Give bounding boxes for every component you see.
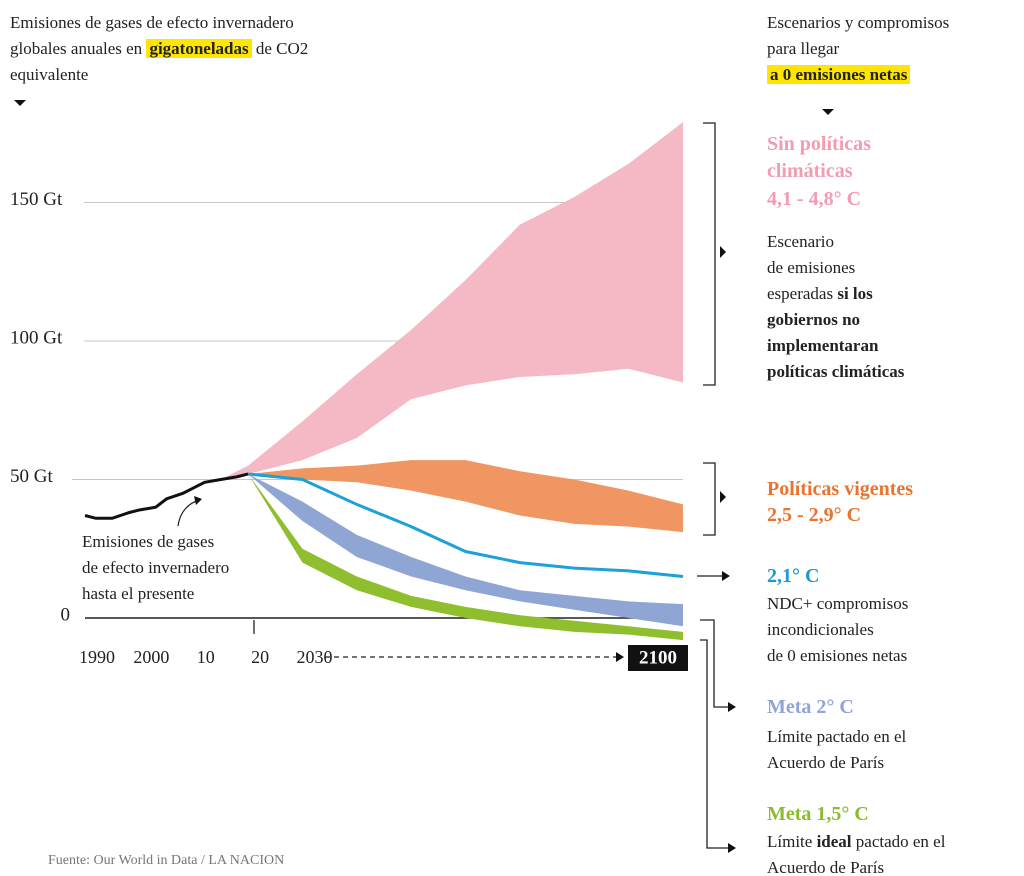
legend-entry: Políticas vigentes <box>767 478 914 500</box>
text-segment: si los <box>837 284 873 303</box>
legend-description: gobiernos no <box>767 307 860 333</box>
arrow-head <box>728 843 736 853</box>
legend-description: NDC+ compromisos <box>767 591 908 617</box>
text-segment: pactado en el <box>851 832 946 851</box>
bracket <box>703 122 716 386</box>
legend-description: de emisiones <box>767 255 855 281</box>
year-box <box>628 645 688 671</box>
legend-entry: 2,1° C <box>767 565 820 587</box>
text-segment: esperadas <box>767 284 838 303</box>
text-segment: Acuerdo de París <box>767 753 885 772</box>
x-tick-label: 20 <box>251 647 269 667</box>
marker <box>14 100 26 106</box>
arrow <box>700 639 730 849</box>
legend-description: Escenario <box>767 229 834 255</box>
text-segment: Escenario <box>767 232 835 251</box>
history-note: hasta el presente <box>82 584 195 603</box>
scenario-band <box>220 122 683 480</box>
legend-range: 2,5 - 2,9° C <box>767 504 862 526</box>
x-tick-label: 2100 <box>639 647 677 668</box>
scenario-line <box>247 472 684 578</box>
text-segment: globales anuales en <box>10 39 147 58</box>
text-segment: equivalente <box>10 65 89 84</box>
text-segment: Límite <box>767 832 817 851</box>
text-segment: Escenarios y compromisos <box>767 13 950 32</box>
arrow <box>700 619 730 708</box>
plot: 0 50 Gt 100 Gt 150 Gt 1990 2000 10 20 2030 2100 <box>10 122 684 668</box>
text-segment: implementaran <box>767 336 879 355</box>
legend-entry: Meta 2° C <box>767 696 854 718</box>
history-note: de efecto invernadero <box>82 558 230 577</box>
arrow-head <box>194 496 202 505</box>
text-segment: incondicionales <box>767 620 874 639</box>
text-segment: a 0 emisiones netas <box>767 65 911 84</box>
text-segment: ideal <box>816 832 852 851</box>
scenario-band <box>248 473 683 627</box>
x-tick-label: 2000 <box>133 647 169 667</box>
legend-range: 4,1 - 4,8° C <box>767 188 862 210</box>
text-segment: de CO2 <box>251 39 309 58</box>
legend-description: de 0 emisiones netas <box>767 643 907 669</box>
legend-description: Límite pactado en el <box>767 724 906 750</box>
history-line <box>84 472 249 520</box>
bracket <box>703 462 716 536</box>
title-line: equivalente <box>10 62 88 88</box>
text-segment: NDC+ compromisos <box>767 594 909 613</box>
x-tick-label: 10 <box>197 647 215 667</box>
legend-description: políticas climáticas <box>767 359 904 385</box>
text-segment: Acuerdo de París <box>767 858 885 876</box>
legend-description: implementaran <box>767 333 878 359</box>
y-tick-label: 150 Gt <box>10 189 63 210</box>
legend-description: Límite ideal pactado en el <box>767 829 945 855</box>
text-segment: para llegar <box>767 39 840 58</box>
legend-description: esperadas si los <box>767 281 873 307</box>
scenario-band <box>248 460 683 533</box>
text-segment: gobiernos no <box>767 310 861 329</box>
marker <box>720 491 726 503</box>
arrow-head <box>616 652 624 662</box>
y-tick-label: 0 <box>61 604 71 625</box>
arrow-head <box>728 702 736 712</box>
y-tick-label: 50 Gt <box>10 466 53 487</box>
x-tick-label: 2030 <box>296 647 332 667</box>
source: Fuente: Our World in Data / LA NACION <box>48 853 285 868</box>
text-segment: de 0 emisiones netas <box>767 646 908 665</box>
text-segment: gigatoneladas <box>146 39 252 58</box>
arrow-head <box>722 571 730 581</box>
text-segment: Emisiones de gases de efecto invernadero <box>10 13 294 32</box>
legend-entry: Sin políticas climáticas <box>767 133 871 182</box>
title-line: globales anuales en gigatoneladas de CO2 <box>10 36 308 62</box>
history-note: Emisiones de gases <box>82 532 215 551</box>
marker <box>822 109 834 115</box>
text-segment: políticas climáticas <box>767 362 905 381</box>
text-segment: Límite pactado en el <box>767 727 907 746</box>
marker <box>720 246 726 258</box>
legend-entry: Meta 1,5° C <box>767 803 869 825</box>
header-line: para llegar <box>767 36 839 62</box>
legend-description: Acuerdo de París <box>767 855 884 876</box>
title-line: Emisiones de gases de efecto invernadero <box>10 10 294 36</box>
header-line: a 0 emisiones netas <box>767 62 911 88</box>
legend-description: Acuerdo de París <box>767 750 884 776</box>
header-line: Escenarios y compromisos <box>767 10 949 36</box>
y-tick-label: 100 Gt <box>10 327 63 348</box>
text-segment: de emisiones <box>767 258 856 277</box>
legend-description: incondicionales <box>767 617 874 643</box>
x-tick-label: 1990 <box>79 647 115 667</box>
